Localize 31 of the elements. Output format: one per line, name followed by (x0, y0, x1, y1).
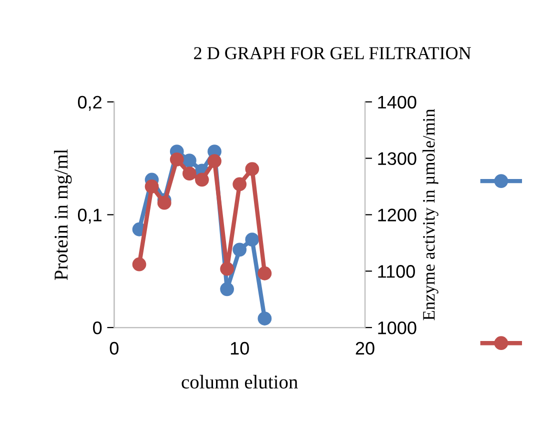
y-tick-label: 0,1 (78, 208, 102, 224)
point (208, 154, 222, 168)
y2-tick-label: 1100 (378, 265, 415, 278)
point (232, 242, 247, 257)
x-tick-label: 0 (110, 342, 118, 355)
point (220, 282, 234, 296)
point (144, 180, 159, 194)
y2-tick-label: 1400 (378, 96, 416, 109)
y-tick-label: 0 (93, 321, 102, 334)
point (170, 152, 184, 166)
point (157, 196, 172, 210)
y-axis-title: Protein in mg/ml (54, 149, 72, 280)
point (245, 162, 260, 176)
point (182, 154, 196, 168)
y2-tick-label: 1000 (378, 321, 416, 334)
point (132, 257, 146, 272)
point (258, 312, 272, 326)
y2-axis-title: Enzyme activity in µmole/min (422, 108, 438, 320)
point (258, 266, 272, 280)
point (245, 232, 260, 246)
point (220, 262, 234, 276)
x-tick-label: 10 (230, 342, 249, 355)
y2-tick-label: 1200 (378, 208, 416, 222)
chart-title: 2 D GRAPH FOR GEL FILTRATION (194, 47, 471, 60)
point (195, 172, 209, 187)
x-tick-label: 20 (356, 342, 374, 355)
x-axis-title: column elution (182, 374, 298, 389)
point (232, 177, 247, 192)
y2-tick-label: 1300 (378, 152, 416, 166)
point (182, 166, 196, 180)
y-tick-label: 0,2 (78, 96, 102, 111)
